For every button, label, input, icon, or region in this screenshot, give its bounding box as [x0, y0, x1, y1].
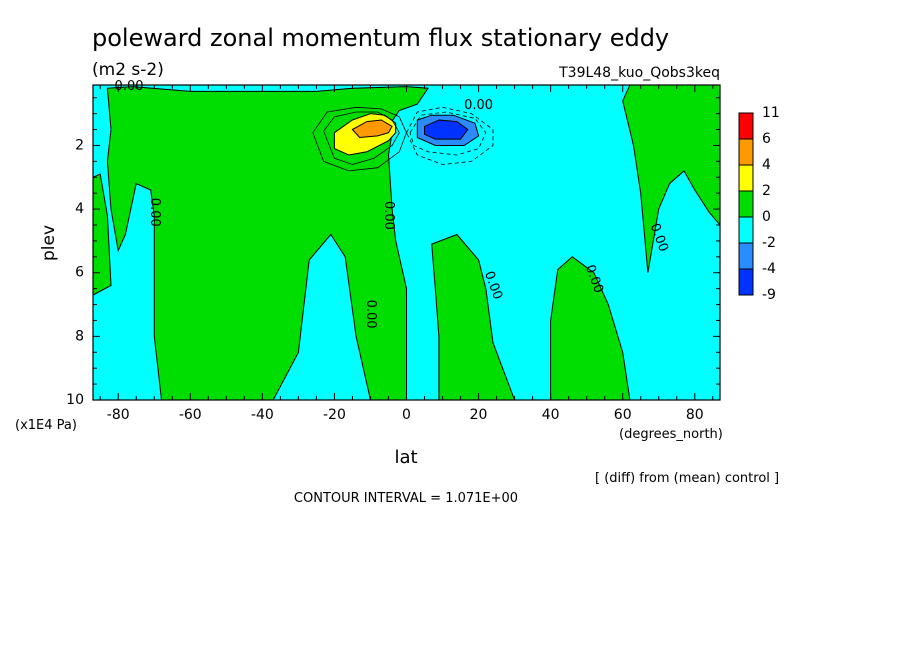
colorbar-label: -4: [762, 261, 776, 277]
units-label: (m2 s-2): [92, 60, 164, 80]
colorbar-box: [738, 242, 754, 270]
contour-label: 0.00: [147, 198, 162, 227]
axis-ticks: [93, 85, 720, 401]
contour-region-positive-central: [106, 86, 429, 400]
colorbar-label: 11: [762, 105, 780, 121]
x-axis-units: (degrees_north): [619, 427, 723, 442]
colorbar-box: [738, 190, 754, 218]
x-tick-label: -20: [323, 407, 346, 423]
contour-line-1: [323, 111, 400, 165]
x-tick-label: 80: [686, 407, 704, 423]
y-tick-label: 6: [75, 265, 84, 281]
colorbar-box: [738, 112, 754, 140]
chart-title: poleward zonal momentum flux stationary …: [92, 24, 669, 52]
run-label: T39L48_kuo_Qobs3keq: [558, 65, 720, 81]
y-axis-title: plev: [39, 225, 59, 261]
colorbar-label: -9: [762, 287, 776, 303]
filled-contours: [93, 85, 720, 400]
x-tick-label: 0: [402, 407, 411, 423]
x-tick-label: 40: [542, 407, 560, 423]
x-tick-label: -80: [107, 407, 130, 423]
contour-interval: CONTOUR INTERVAL = 1.071E+00: [294, 491, 518, 506]
y-tick-label: 4: [75, 201, 84, 217]
x-tick-label: -60: [179, 407, 202, 423]
contour-label: 0.00: [363, 300, 378, 329]
colorbar: 11 6 4 2 0 -2 -4 -9: [738, 105, 780, 303]
colorbar-box: [738, 268, 754, 296]
colorbar-label: -2: [762, 235, 776, 251]
colorbar-label: 4: [762, 157, 771, 173]
colorbar-label: 0: [762, 209, 771, 225]
x-tick-label: 60: [614, 407, 632, 423]
x-tick-label: 20: [470, 407, 488, 423]
contour-line-3: [406, 106, 494, 165]
contour-lines: [312, 106, 494, 172]
colorbar-box: [738, 164, 754, 192]
contour-region-positive-north-mid: [550, 256, 631, 400]
colorbar-label: 2: [762, 183, 771, 199]
diff-note: [ (diff) from (mean) control ]: [595, 471, 779, 486]
colorbar-box: [738, 138, 754, 166]
y-tick-label: 8: [75, 328, 84, 344]
y-axis-units: (x1E4 Pa): [15, 418, 77, 433]
contour-region-positive-center-north: [431, 233, 516, 400]
contour-label: 0.00: [115, 79, 144, 94]
contour-line-4: [409, 111, 487, 156]
contour-region-positive-north-edge: [622, 85, 720, 273]
x-tick-label: -40: [251, 407, 274, 423]
contour-label: 0.00: [464, 98, 493, 113]
colorbar-label: 6: [762, 131, 771, 147]
x-axis-title: lat: [394, 447, 417, 468]
colorbar-box: [738, 216, 754, 244]
contour-region-positive-core-4: [351, 119, 393, 139]
contour-label: 0.00: [381, 201, 396, 230]
x-tick-labels: -80 -60 -40 -20 0 20 40 60 80: [107, 407, 704, 423]
y-tick-labels: 2 4 6 8 10: [66, 137, 84, 408]
y-tick-label: 2: [75, 137, 84, 153]
contour-region-negative-core-4: [424, 119, 469, 140]
y-tick-label: 10: [66, 392, 84, 408]
contour-region-positive-west: [93, 173, 112, 296]
